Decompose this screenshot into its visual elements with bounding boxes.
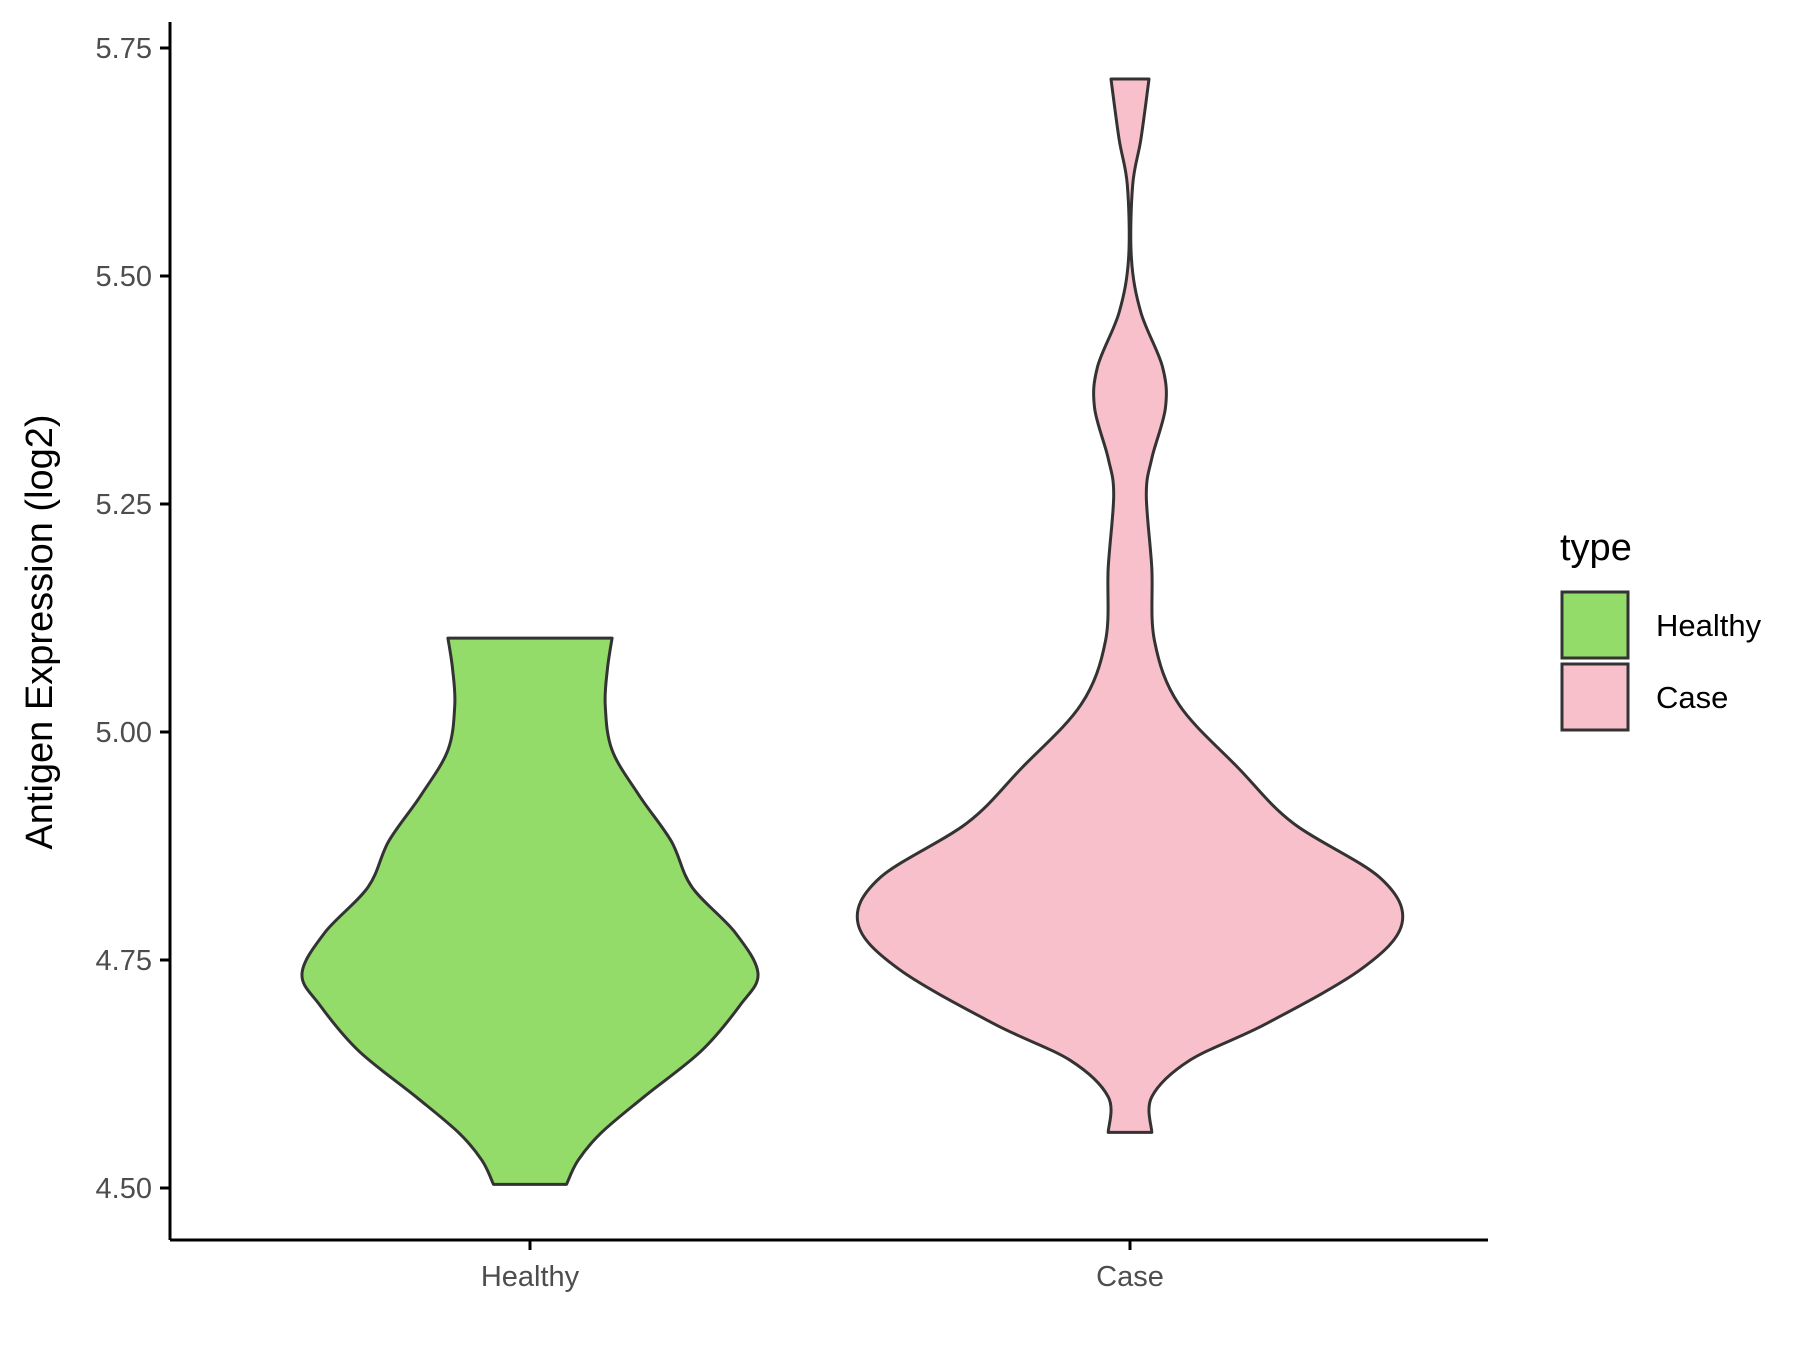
y-tick-label: 5.00 [96,717,152,749]
x-tick-label: Case [1096,1261,1164,1293]
legend-swatch-case [1560,662,1630,732]
legend-title: type [1560,527,1632,569]
y-tick-label: 5.50 [96,261,152,293]
x-axis: Healthy Case [170,1238,1488,1293]
legend-label-healthy: Healthy [1656,608,1762,643]
y-tick-label: 4.75 [96,945,152,977]
y-axis: 4.50 4.75 5.00 5.25 5.50 5.75 [96,22,172,1240]
violins [300,77,1405,1186]
y-axis-title: Antigen Expression (log2) [19,414,61,849]
y-tick-label: 5.25 [96,489,152,521]
legend: type Healthy Case [1560,527,1762,732]
y-tick-label: 4.50 [96,1173,152,1205]
y-tick-label: 5.75 [96,33,152,65]
violin-healthy [300,636,760,1186]
legend-label-case: Case [1656,680,1728,715]
violin-case [855,77,1405,1134]
plot-area [300,77,1405,1186]
x-tick-label: Healthy [481,1261,580,1293]
legend-swatch-healthy [1560,590,1630,660]
